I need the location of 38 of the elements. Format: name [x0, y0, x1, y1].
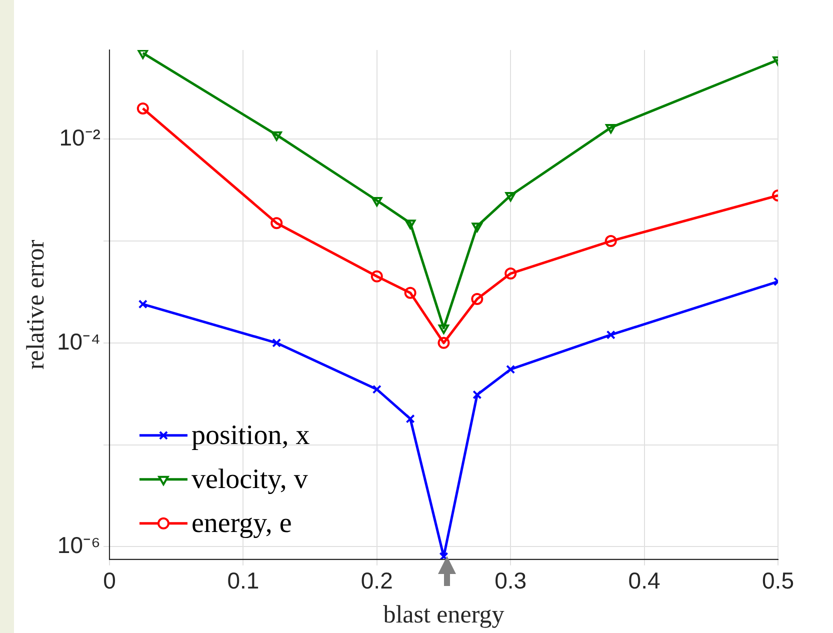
point	[506, 364, 516, 374]
y-tick-label: 10⁻⁴	[56, 328, 100, 354]
point	[372, 384, 382, 394]
y-tick-label: 10⁻⁶	[57, 532, 100, 558]
point	[270, 217, 283, 230]
point	[472, 390, 482, 400]
point	[606, 330, 616, 340]
x-tick-label: 0.1	[227, 568, 260, 594]
point	[138, 300, 148, 309]
legend-label: energy, e	[191, 508, 292, 539]
legend-label: position, x	[191, 420, 310, 451]
point	[439, 552, 448, 560]
x-tick-label: 0.2	[360, 568, 393, 594]
x-tick-label: 0	[103, 568, 116, 594]
x-tick-label: 0.5	[762, 568, 794, 594]
point	[136, 102, 149, 114]
x-tick-label: 0.3	[494, 568, 527, 594]
point	[472, 222, 482, 232]
point	[406, 414, 415, 424]
point	[372, 196, 382, 206]
point	[505, 192, 516, 202]
x-axis-title: blast energy	[383, 602, 505, 629]
point	[370, 270, 383, 282]
y-axis-title: relative error	[22, 239, 50, 370]
point	[271, 131, 282, 141]
point	[606, 124, 616, 134]
y-tick-label: 10⁻²	[59, 124, 101, 150]
point	[471, 292, 484, 305]
point	[404, 220, 416, 230]
point	[604, 235, 617, 248]
point	[438, 336, 450, 349]
point	[138, 50, 148, 60]
point	[438, 324, 450, 334]
point	[272, 338, 282, 348]
legend-label: velocity, v	[191, 464, 308, 495]
point	[504, 268, 517, 280]
point	[404, 286, 416, 299]
x-tick-label: 0.4	[628, 568, 660, 594]
